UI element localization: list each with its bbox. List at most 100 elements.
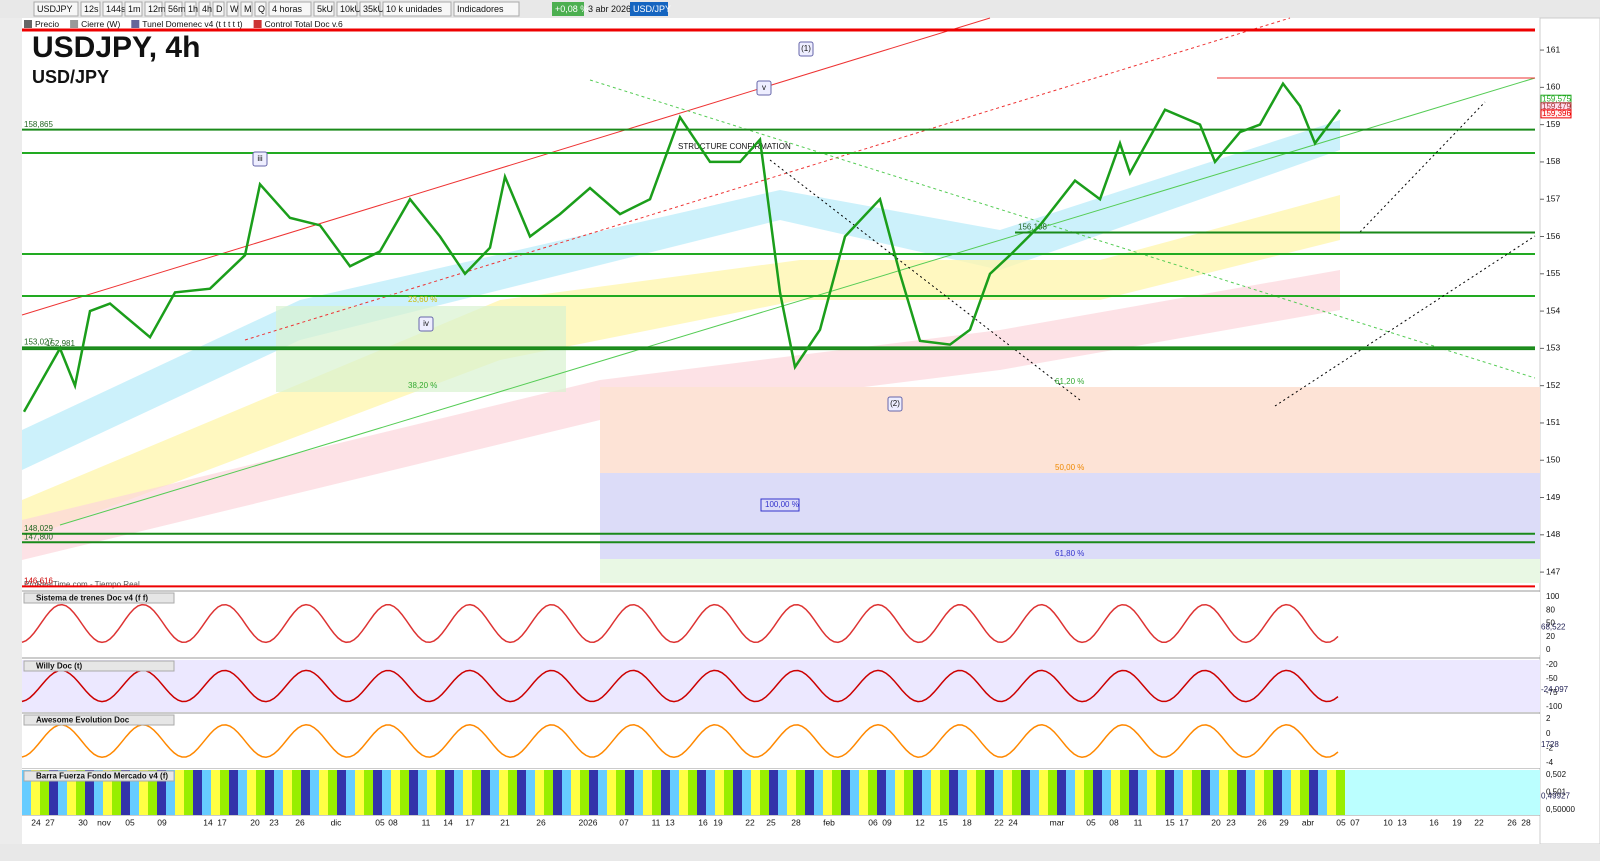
date: 3 abr 2026 [588, 4, 631, 14]
oscillator [21, 724, 1339, 758]
strength-bar [1165, 770, 1174, 815]
fib-label: 50,00 % [1055, 463, 1084, 472]
strength-bar [283, 770, 292, 815]
strength-bar [1291, 770, 1300, 815]
interval-button-label: 12s [84, 4, 99, 14]
panel-tick: 0,502 [1546, 770, 1567, 779]
strength-bar [1084, 770, 1093, 815]
strength-bar [913, 770, 922, 815]
strength-bar [211, 770, 220, 815]
units-button[interactable] [336, 1, 358, 17]
strength-bar [157, 770, 166, 815]
strength-bar [841, 770, 850, 815]
y-tick-label: 147 [1546, 566, 1560, 576]
interval-button-label: 12m [148, 4, 166, 14]
panel-tick: 100 [1546, 592, 1560, 601]
strength-bar [1003, 770, 1012, 815]
interval-button[interactable] [254, 1, 267, 17]
interval-button[interactable] [124, 1, 143, 17]
x-tick-label: 17 [465, 817, 475, 827]
strength-bar [58, 770, 67, 815]
x-tick-label: 05 [125, 817, 135, 827]
strength-bar [1030, 770, 1039, 815]
level-label: 146,616 [24, 577, 53, 586]
strength-bar [1147, 770, 1156, 815]
x-tick-label: 27 [45, 817, 55, 827]
strength-bar [868, 770, 877, 815]
interval-button[interactable] [102, 1, 123, 17]
interval-button[interactable] [240, 1, 253, 17]
change: +0,08 % [555, 4, 588, 14]
y-tick-label: 154 [1546, 305, 1560, 315]
strength-bar [1057, 770, 1066, 815]
x-tick-label: 16 [698, 817, 708, 827]
period-select[interactable] [268, 1, 312, 17]
wave-box [756, 80, 772, 96]
strength-bar [634, 770, 643, 815]
wave-box [252, 151, 268, 167]
pair: USD/JPY [633, 4, 671, 14]
strength-bar [742, 770, 751, 815]
strength-bar [130, 770, 139, 815]
strength-bar [49, 770, 58, 815]
legend-swatch [253, 20, 262, 28]
wave-label: v [762, 83, 766, 92]
units-button[interactable] [359, 1, 381, 17]
panel-tick: -2 [1546, 743, 1554, 752]
x-tick-label: 15 [1165, 817, 1175, 827]
fib-zone [600, 473, 1540, 559]
tunnel-pink [22, 270, 1340, 560]
x-tick-label: 23 [1226, 817, 1236, 827]
x-tick-label: 28 [791, 817, 801, 827]
strength-bar [364, 770, 373, 815]
strength-bar [1093, 770, 1102, 815]
strength-bar [985, 770, 994, 815]
panel-tick: 2 [1546, 714, 1551, 723]
x-tick-label: 12 [915, 817, 925, 827]
strength-bar [1282, 770, 1291, 815]
y-tick-label: 156 [1546, 231, 1560, 241]
interval-button[interactable] [80, 1, 101, 17]
units-select[interactable] [382, 1, 452, 17]
y-tick-label: 160 [1546, 82, 1560, 92]
units-button[interactable] [313, 1, 335, 17]
strength-bar [1174, 770, 1183, 815]
panel-header [23, 660, 175, 672]
interval-button[interactable] [212, 1, 225, 17]
strength-bar [1192, 770, 1201, 815]
strength-bar [94, 770, 103, 815]
fib-zone [600, 559, 1540, 583]
strength-bar [76, 770, 85, 815]
interval-button[interactable] [184, 1, 197, 17]
interval-button[interactable] [226, 1, 239, 17]
strength-bar [607, 770, 616, 815]
oscillator [21, 669, 1339, 703]
strength-bar [400, 770, 409, 815]
strength-bar [184, 770, 193, 815]
strength-bar [1012, 770, 1021, 815]
level-label: 158,865 [24, 120, 53, 129]
indicators-button[interactable] [453, 1, 520, 17]
fib-label: 61,20 % [1055, 377, 1084, 386]
panel-header [23, 592, 175, 604]
x-tick-label: nov [97, 817, 111, 827]
interval-button[interactable] [198, 1, 211, 17]
x-tick-label: 18 [962, 817, 972, 827]
panel-tick: -50 [1546, 674, 1558, 683]
strength-bar [670, 770, 679, 815]
x-tick-label: 10 [1383, 817, 1393, 827]
interval-button[interactable] [144, 1, 163, 17]
strength-bar [940, 770, 949, 815]
x-tick-label: 26 [536, 817, 546, 827]
panel-tick: 0,50000 [1546, 805, 1575, 814]
strength-bar [1156, 770, 1165, 815]
symbol-select[interactable] [33, 1, 79, 17]
x-tick-label: 19 [1452, 817, 1462, 827]
x-tick-label: 08 [1109, 817, 1119, 827]
panel-header [23, 714, 175, 726]
legend-swatch [24, 20, 32, 28]
interval-button-label: M [244, 4, 252, 14]
panel-tick: 20 [1546, 632, 1555, 641]
strength-bar [274, 770, 283, 815]
interval-button[interactable] [164, 1, 183, 17]
